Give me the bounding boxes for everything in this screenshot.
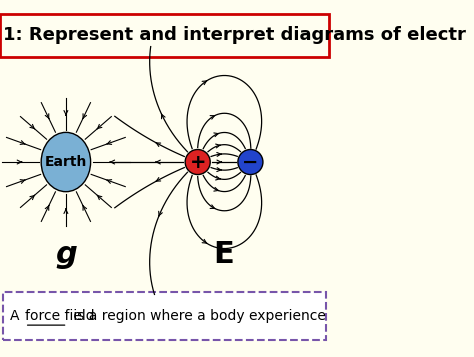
Text: force field: force field	[25, 309, 94, 323]
Text: g: g	[55, 240, 77, 269]
Text: −: −	[242, 152, 259, 171]
Circle shape	[238, 150, 263, 175]
Text: E: E	[214, 240, 235, 269]
Text: Earth: Earth	[45, 155, 87, 169]
FancyBboxPatch shape	[0, 14, 329, 57]
Text: is a region where a body experience: is a region where a body experience	[69, 309, 326, 323]
Ellipse shape	[41, 132, 91, 192]
Text: A: A	[10, 309, 24, 323]
Text: 1: Represent and interpret diagrams of electr: 1: Represent and interpret diagrams of e…	[3, 26, 466, 44]
Circle shape	[185, 150, 210, 175]
FancyBboxPatch shape	[3, 292, 326, 340]
Text: +: +	[190, 152, 206, 171]
